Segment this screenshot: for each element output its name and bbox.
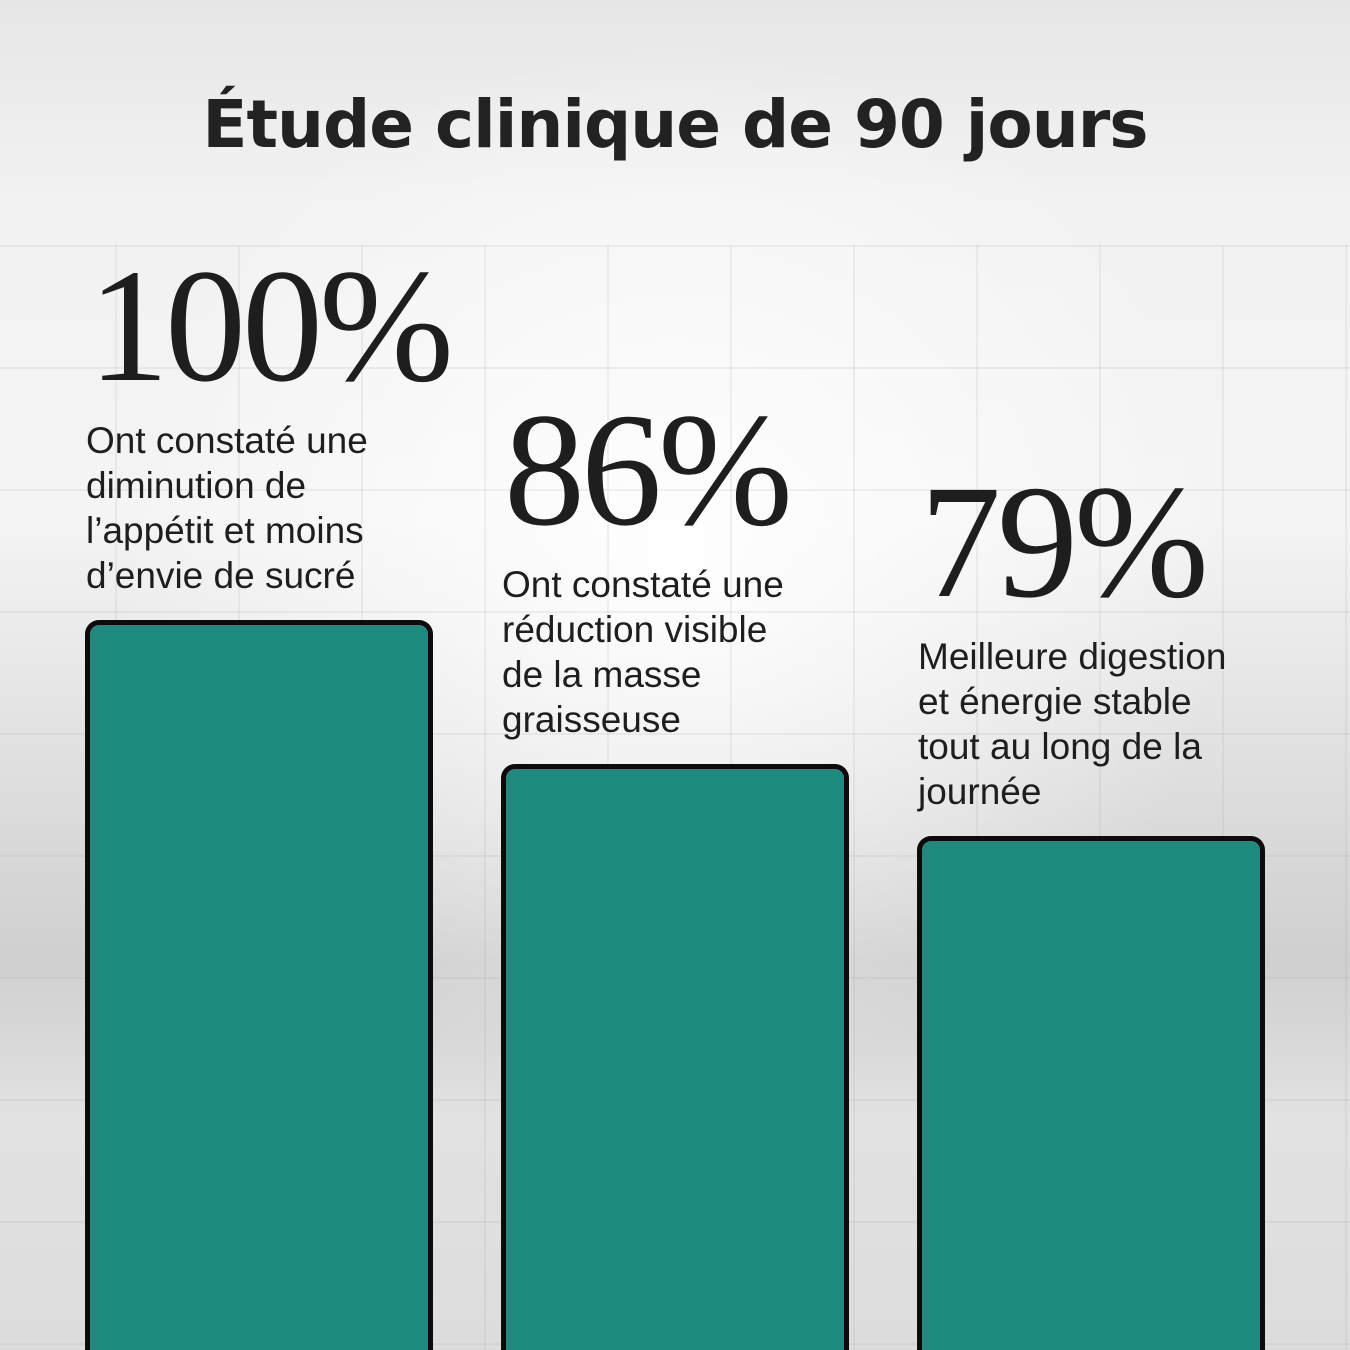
value-label-1: 100%: [88, 237, 454, 416]
value-label-3: 79%: [920, 453, 1209, 632]
category-description-2: Ont constaté une réduction visible de la…: [502, 564, 784, 740]
category-description-1: Ont constaté une diminution de l’appétit…: [86, 420, 368, 596]
bar-2: [501, 764, 849, 1350]
category-description-3: Meilleure digestion et énergie stable to…: [918, 636, 1227, 812]
bar-3: [917, 836, 1265, 1350]
value-label-2: 86%: [504, 381, 793, 560]
chart-title: Étude clinique de 90 jours: [202, 86, 1148, 163]
bar-1: [85, 620, 433, 1350]
